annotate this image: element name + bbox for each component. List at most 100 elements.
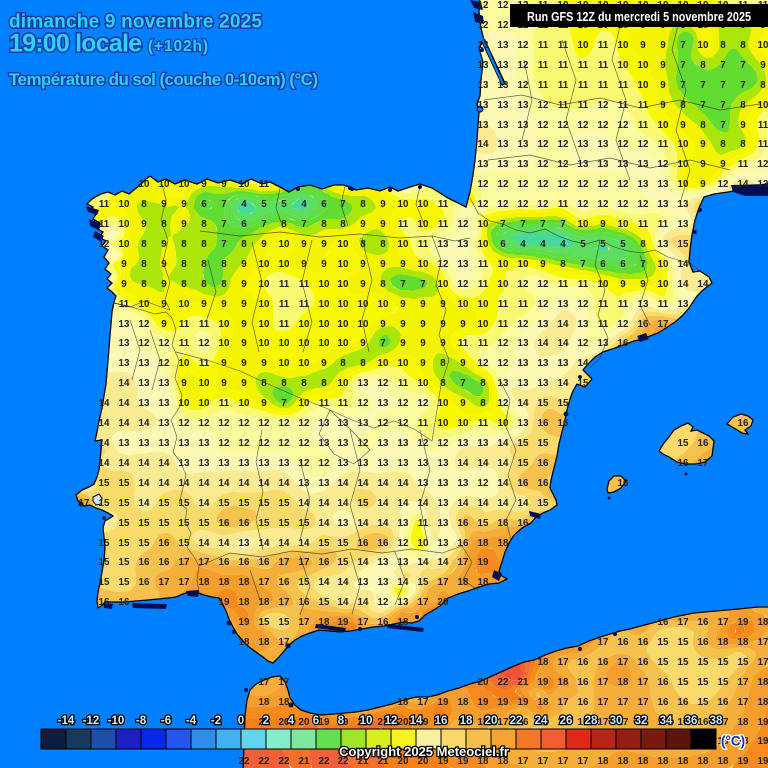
svg-text:13: 13	[518, 120, 529, 131]
svg-text:13: 13	[199, 458, 210, 469]
svg-text:13: 13	[219, 458, 230, 469]
svg-text:13: 13	[538, 378, 549, 389]
svg-text:17: 17	[578, 756, 589, 767]
svg-text:16: 16	[678, 458, 689, 469]
svg-text:8: 8	[141, 199, 147, 210]
svg-text:9: 9	[420, 299, 426, 310]
svg-text:19: 19	[478, 697, 489, 708]
svg-text:12: 12	[438, 259, 449, 270]
svg-text:7: 7	[420, 279, 426, 290]
svg-text:13: 13	[658, 199, 669, 210]
svg-text:6: 6	[313, 715, 319, 727]
svg-text:18: 18	[458, 577, 469, 588]
svg-text:13: 13	[358, 378, 369, 389]
svg-text:13: 13	[518, 378, 529, 389]
svg-text:18: 18	[478, 756, 489, 767]
svg-text:14: 14	[119, 398, 130, 409]
svg-text:18: 18	[460, 715, 473, 727]
svg-text:11: 11	[598, 299, 609, 310]
svg-text:7: 7	[221, 219, 227, 230]
svg-text:9: 9	[161, 239, 167, 250]
svg-text:11: 11	[658, 299, 669, 310]
svg-text:17: 17	[418, 597, 429, 608]
svg-text:13: 13	[378, 398, 389, 409]
svg-text:16: 16	[678, 717, 689, 728]
svg-text:16: 16	[139, 557, 150, 568]
svg-text:15: 15	[698, 697, 709, 708]
svg-text:12: 12	[378, 418, 389, 429]
svg-text:11: 11	[738, 159, 749, 170]
svg-text:13: 13	[538, 319, 549, 330]
svg-text:12: 12	[618, 139, 629, 150]
svg-text:19: 19	[738, 617, 749, 628]
svg-text:-14: -14	[58, 715, 75, 727]
svg-text:12: 12	[279, 438, 290, 449]
svg-text:21: 21	[299, 756, 310, 767]
svg-text:6: 6	[321, 199, 327, 210]
svg-text:13: 13	[518, 100, 529, 111]
svg-text:12: 12	[458, 219, 469, 230]
svg-text:18: 18	[718, 736, 729, 747]
svg-text:8: 8	[720, 139, 726, 150]
svg-text:11: 11	[618, 299, 629, 310]
svg-text:10: 10	[698, 40, 709, 51]
svg-text:12: 12	[618, 179, 629, 190]
svg-text:14: 14	[119, 458, 130, 469]
svg-text:16: 16	[159, 538, 170, 549]
svg-text:15: 15	[119, 538, 130, 549]
svg-text:12: 12	[139, 338, 150, 349]
svg-text:17: 17	[538, 756, 549, 767]
svg-text:8: 8	[281, 219, 287, 230]
svg-text:19: 19	[319, 717, 330, 728]
svg-text:12: 12	[598, 179, 609, 190]
svg-text:12: 12	[438, 438, 449, 449]
svg-text:8: 8	[141, 259, 147, 270]
svg-text:13: 13	[498, 378, 509, 389]
svg-text:10: 10	[299, 338, 310, 349]
svg-text:13: 13	[358, 458, 369, 469]
svg-text:19:00 locale: 19:00 locale	[9, 30, 142, 58]
svg-text:12: 12	[219, 438, 230, 449]
svg-text:14: 14	[319, 518, 330, 529]
svg-text:14: 14	[458, 498, 469, 509]
svg-text:10: 10	[239, 179, 250, 190]
svg-text:13: 13	[358, 577, 369, 588]
svg-text:12: 12	[578, 120, 589, 131]
svg-text:18: 18	[538, 657, 549, 668]
svg-text:7: 7	[680, 80, 686, 91]
svg-text:12: 12	[598, 199, 609, 210]
svg-text:14: 14	[99, 458, 110, 469]
svg-text:17: 17	[299, 557, 310, 568]
svg-text:12: 12	[618, 199, 629, 210]
svg-text:12: 12	[299, 458, 310, 469]
svg-text:13: 13	[119, 438, 130, 449]
svg-text:10: 10	[279, 239, 290, 250]
svg-text:13: 13	[438, 478, 449, 489]
svg-text:16: 16	[378, 538, 389, 549]
svg-text:12: 12	[538, 299, 549, 310]
svg-text:10: 10	[678, 139, 689, 150]
svg-text:9: 9	[360, 279, 366, 290]
svg-text:12: 12	[398, 538, 409, 549]
svg-text:13: 13	[438, 239, 449, 250]
svg-text:10: 10	[498, 418, 509, 429]
svg-text:17: 17	[279, 677, 290, 688]
svg-text:7: 7	[680, 60, 686, 71]
svg-text:21: 21	[358, 756, 369, 767]
svg-text:16: 16	[698, 637, 709, 648]
svg-text:8: 8	[380, 279, 386, 290]
svg-text:16: 16	[558, 418, 569, 429]
svg-text:16: 16	[518, 717, 529, 728]
svg-text:24: 24	[535, 715, 548, 727]
svg-text:19: 19	[438, 697, 449, 708]
svg-text:9: 9	[440, 319, 446, 330]
svg-text:14: 14	[418, 557, 429, 568]
svg-text:13: 13	[139, 378, 150, 389]
svg-text:10: 10	[578, 219, 589, 230]
svg-text:15: 15	[518, 438, 529, 449]
svg-text:9: 9	[740, 120, 746, 131]
svg-text:10: 10	[299, 358, 310, 369]
svg-text:9: 9	[660, 100, 666, 111]
svg-text:14: 14	[558, 378, 569, 389]
svg-text:11: 11	[279, 279, 290, 290]
